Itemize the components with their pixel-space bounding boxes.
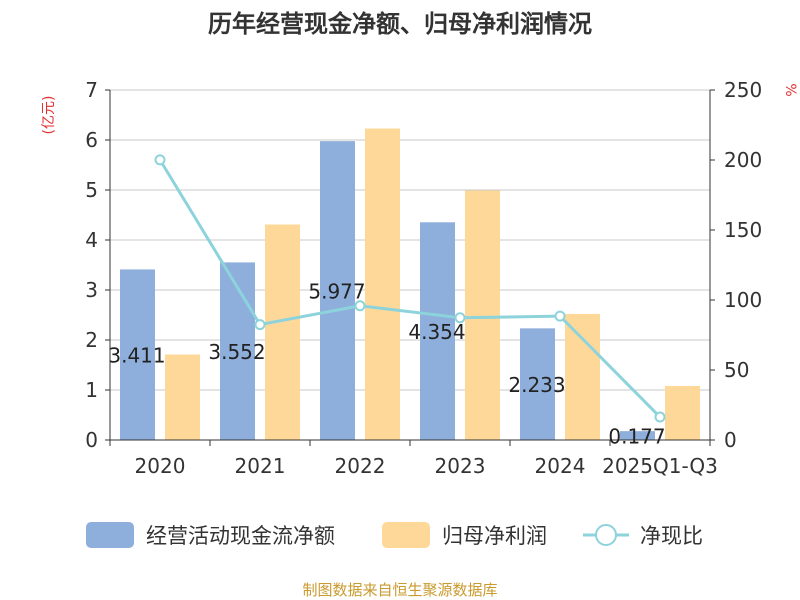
ratio-line-path bbox=[158, 159, 662, 419]
x-tick-label: 2024 bbox=[535, 454, 586, 478]
left-tick-label: 0 bbox=[85, 428, 98, 452]
right-tick-label: 200 bbox=[724, 148, 762, 172]
ratio-point bbox=[354, 300, 366, 312]
legend-label-netprofit: 归母净利润 bbox=[442, 524, 547, 548]
bar-cashflow bbox=[320, 141, 355, 440]
bar-cashflow bbox=[520, 328, 555, 440]
x-tick-label: 2021 bbox=[235, 454, 286, 478]
bar-value-label: 3.411 bbox=[108, 344, 165, 368]
x-tick-label: 2025Q1-Q3 bbox=[602, 454, 718, 478]
left-tick-label: 5 bbox=[85, 178, 98, 202]
bar-value-label: 5.977 bbox=[308, 280, 365, 304]
bar-netprofit bbox=[565, 314, 600, 440]
bar-value-label: 2.233 bbox=[508, 373, 565, 397]
left-tick-label: 6 bbox=[85, 128, 98, 152]
left-tick-label: 7 bbox=[85, 78, 98, 102]
ratio-line bbox=[154, 154, 666, 423]
right-axis-label: % bbox=[782, 83, 798, 96]
bar-value-label: 3.552 bbox=[208, 340, 265, 364]
legend-swatch-cashflow bbox=[86, 522, 134, 548]
data-labels: 3.411 3.552 5.977 4.354 2.233 0.177 bbox=[108, 280, 665, 449]
bar-netprofit bbox=[265, 224, 300, 440]
right-tick-label: 150 bbox=[724, 218, 762, 242]
bar-cashflow bbox=[220, 262, 255, 440]
bar-value-label: 4.354 bbox=[408, 320, 465, 344]
right-tick-label: 100 bbox=[724, 288, 762, 312]
ratio-point bbox=[454, 312, 466, 324]
axes: 0 1 2 3 4 5 6 7 0 50 100 150 200 250 2020 2021 2022 2023 2… bbox=[85, 78, 762, 478]
legend-swatch-netprofit bbox=[382, 522, 430, 548]
x-tick-label: 2022 bbox=[335, 454, 386, 478]
right-tick-label: 250 bbox=[724, 78, 762, 102]
left-tick-label: 3 bbox=[85, 278, 98, 302]
source-note: 制图数据来自恒生聚源数据库 bbox=[302, 581, 497, 599]
ratio-point bbox=[154, 154, 166, 166]
bar-cashflow bbox=[620, 431, 655, 440]
x-tick-label: 2023 bbox=[435, 454, 486, 478]
legend-label-cashflow: 经营活动现金流净额 bbox=[146, 524, 335, 548]
bar-value-label: 0.177 bbox=[608, 425, 665, 449]
gridlines bbox=[110, 89, 710, 391]
left-axis-label: (亿元) bbox=[41, 96, 57, 135]
left-tick-label: 2 bbox=[85, 328, 98, 352]
x-tick-label: 2020 bbox=[135, 454, 186, 478]
ratio-point bbox=[654, 411, 666, 423]
legend: 经营活动现金流净额 归母净利润 净现比 bbox=[86, 522, 703, 548]
left-tick-label: 1 bbox=[85, 378, 98, 402]
bar-cashflow bbox=[120, 269, 155, 440]
ratio-point bbox=[554, 310, 566, 322]
bar-cashflow bbox=[420, 222, 455, 440]
bar-netprofit bbox=[165, 354, 200, 440]
legend-marker-ratio bbox=[595, 524, 617, 546]
right-tick-label: 50 bbox=[724, 358, 749, 382]
bars bbox=[120, 128, 700, 440]
bar-netprofit bbox=[365, 128, 400, 440]
left-tick-label: 4 bbox=[85, 228, 98, 252]
bar-netprofit bbox=[465, 190, 500, 440]
chart-title: 历年经营现金净额、归母净利润情况 bbox=[208, 10, 592, 38]
right-tick-label: 0 bbox=[724, 428, 737, 452]
legend-label-ratio: 净现比 bbox=[640, 524, 703, 548]
bar-netprofit bbox=[665, 386, 700, 440]
ratio-point bbox=[254, 319, 266, 331]
